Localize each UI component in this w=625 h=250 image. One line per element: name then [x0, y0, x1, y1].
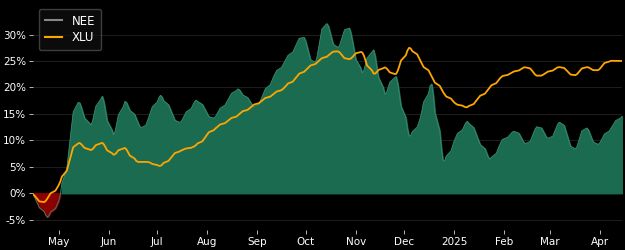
Legend: NEE, XLU: NEE, XLU [39, 9, 101, 50]
